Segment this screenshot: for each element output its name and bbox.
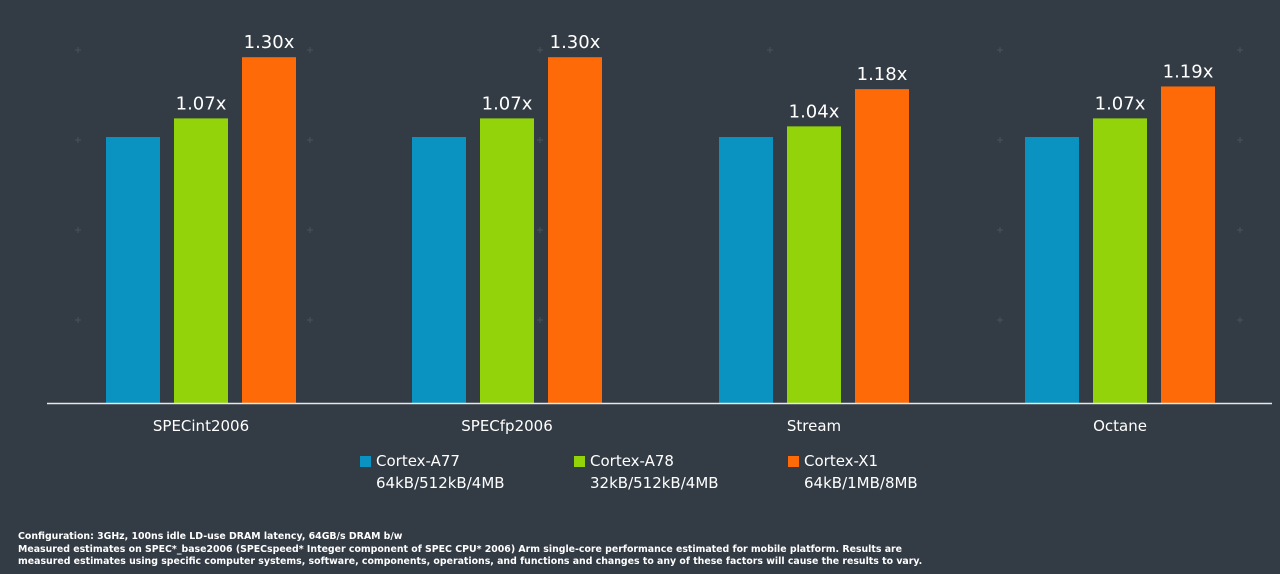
bar-stream-cortex-x1 — [855, 89, 909, 404]
legend-detail-cortex-x1: 64kB/1MB/8MB — [804, 474, 918, 492]
data-label-octane-cortex-a78: 1.07x — [1095, 93, 1146, 114]
legend-label-cortex-a77: Cortex-A77 — [376, 452, 460, 470]
bar-octane-cortex-x1 — [1161, 86, 1215, 404]
legend-detail-cortex-a77: 64kB/512kB/4MB — [376, 474, 505, 492]
data-label-specfp2006-cortex-x1: 1.30x — [550, 32, 601, 53]
bar-specfp2006-cortex-a77 — [412, 137, 466, 403]
x-tick-label-octane: Octane — [1093, 417, 1147, 435]
bar-specint2006-cortex-a78 — [174, 118, 228, 403]
legend-swatch-cortex-x1 — [788, 456, 799, 467]
data-label-specint2006-cortex-x1: 1.30x — [244, 32, 295, 53]
bar-stream-cortex-a77 — [719, 137, 773, 403]
bar-specint2006-cortex-a77 — [106, 137, 160, 403]
legend-swatch-cortex-a78 — [574, 456, 585, 467]
bar-octane-cortex-a77 — [1025, 137, 1079, 403]
bar-octane-cortex-a78 — [1093, 118, 1147, 403]
data-label-stream-cortex-a78: 1.04x — [789, 101, 840, 122]
x-tick-label-specint2006: SPECint2006 — [153, 417, 249, 435]
legend-swatch-cortex-a77 — [360, 456, 371, 467]
bar-chart: 1.07x 1.30x SPECint2006 1.07x 1.30x SPECfp200… — [47, 32, 1272, 435]
footnote-configuration: Configuration: 3GHz, 100ns idle LD-use D… — [18, 531, 403, 542]
footnote: Configuration: 3GHz, 100ns idle LD-use D… — [18, 531, 1258, 569]
bar-group-specfp2006: 1.07x 1.30x SPECfp2006 — [412, 32, 602, 435]
data-label-stream-cortex-x1: 1.18x — [857, 64, 908, 85]
x-tick-label-stream: Stream — [787, 417, 841, 435]
bar-group-stream: 1.04x 1.18x Stream — [719, 64, 909, 435]
bar-specint2006-cortex-x1 — [242, 57, 296, 403]
x-tick-label-specfp2006: SPECfp2006 — [461, 417, 553, 435]
legend-label-cortex-x1: Cortex-X1 — [804, 452, 879, 470]
bar-stream-cortex-a78 — [787, 126, 841, 404]
footnote-disclaimer-line-2: measured estimates using specific comput… — [18, 556, 923, 568]
legend-detail-cortex-a78: 32kB/512kB/4MB — [590, 474, 719, 492]
data-label-specfp2006-cortex-a78: 1.07x — [482, 93, 533, 114]
legend: Cortex-A77 64kB/512kB/4MB Cortex-A78 32k… — [0, 452, 1280, 502]
bar-group-specint2006: 1.07x 1.30x SPECint2006 — [106, 32, 296, 435]
bar-group-octane: 1.07x 1.19x Octane — [1025, 61, 1215, 435]
bar-specfp2006-cortex-x1 — [548, 57, 602, 403]
footnote-disclaimer-line-1: Measured estimates on SPEC*_base2006 (SP… — [18, 543, 903, 555]
legend-label-cortex-a78: Cortex-A78 — [590, 452, 674, 470]
data-label-octane-cortex-x1: 1.19x — [1163, 61, 1214, 82]
data-label-specint2006-cortex-a78: 1.07x — [176, 93, 227, 114]
bar-specfp2006-cortex-a78 — [480, 118, 534, 403]
background-markers — [75, 47, 1243, 323]
